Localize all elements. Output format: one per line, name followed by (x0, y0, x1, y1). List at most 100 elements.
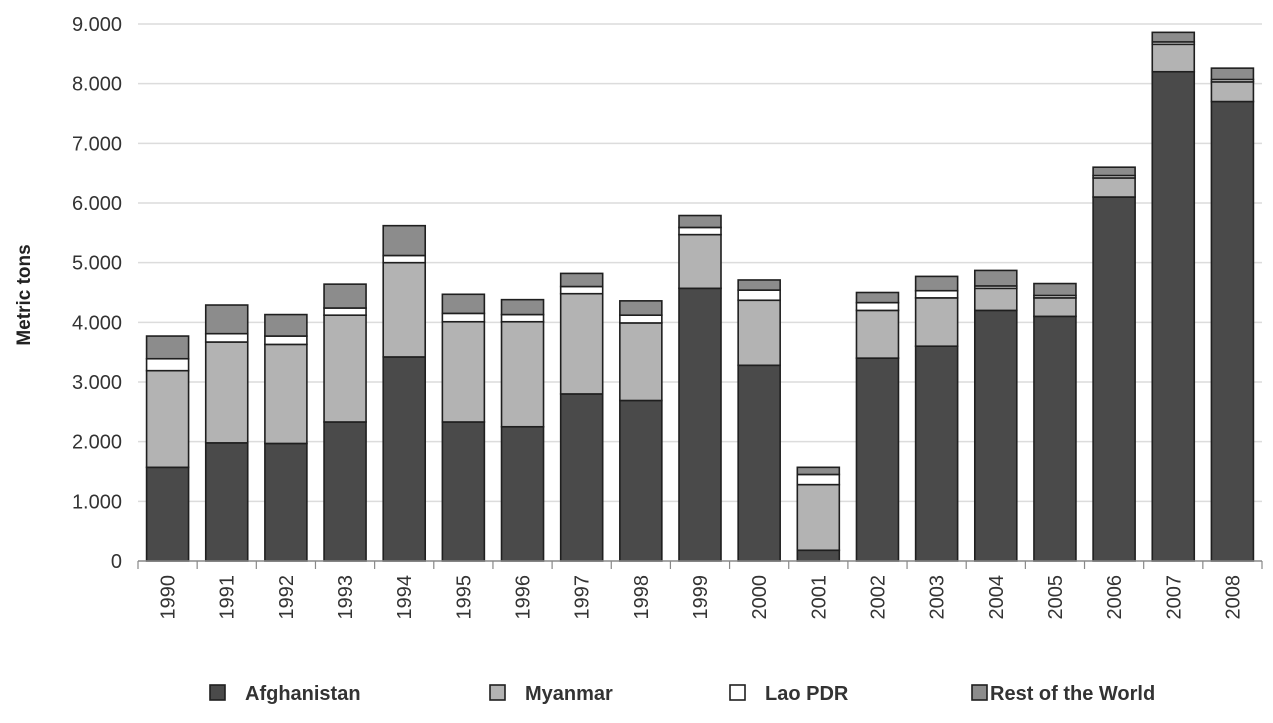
bar-segment-lao-pdr (145, 357, 190, 372)
bar-segment-afghanistan (619, 399, 663, 562)
bar-stack-1998 (619, 300, 663, 562)
bar-segment-rest-of-the-world (204, 304, 249, 335)
legend-swatch (489, 684, 506, 701)
bar-segment-rest-of-the-world (855, 291, 900, 304)
bar-stack-1997 (559, 272, 604, 562)
x-tick-label: 2002 (867, 575, 889, 620)
bar-stack-2005 (1033, 282, 1077, 562)
bar-segment-afghanistan (855, 357, 900, 562)
bar-stack-2008 (1210, 67, 1255, 562)
x-tick-label: 1991 (217, 575, 239, 620)
bar-segment-rest-of-the-world (737, 279, 781, 291)
bar-segment-afghanistan (737, 364, 781, 562)
bar-segment-myanmar (382, 261, 427, 358)
x-tick-label: 1997 (572, 575, 594, 620)
bar-segment-afghanistan (500, 425, 545, 562)
bar-segment-lao-pdr (500, 313, 545, 323)
legend-label: Lao PDR (765, 683, 849, 705)
bar-segment-lao-pdr (619, 314, 663, 324)
bar-stack-1991 (204, 304, 249, 562)
bar-stack-1995 (441, 293, 486, 562)
x-tick-label: 2005 (1045, 575, 1067, 620)
bars (145, 31, 1255, 562)
bar-segment-afghanistan (1092, 196, 1136, 562)
legend-swatch (209, 684, 226, 701)
x-tick-label: 1995 (453, 575, 475, 620)
y-tick-label: 7.000 (72, 133, 122, 155)
x-tick-label: 1990 (158, 575, 180, 620)
bar-segment-afghanistan (1210, 100, 1255, 562)
bar-stack-2004 (973, 269, 1018, 562)
x-tick-label: 1998 (631, 575, 653, 620)
legend-swatch (729, 684, 746, 701)
legend: Afghanistan Myanmar Lao PDR Rest of the Wor… (209, 683, 1155, 705)
bar-segment-rest-of-the-world (382, 224, 427, 257)
bar-segment-rest-of-the-world (559, 272, 604, 288)
legend-label: Myanmar (525, 683, 613, 705)
y-tick-label: 5.000 (72, 253, 122, 275)
bar-segment-afghanistan (1033, 315, 1077, 562)
x-tick-label: 1994 (394, 575, 416, 620)
bar-segment-afghanistan (382, 356, 427, 562)
bar-segment-rest-of-the-world (1033, 282, 1077, 297)
bar-segment-rest-of-the-world (145, 335, 190, 360)
bar-stack-2006 (1092, 166, 1136, 562)
y-axis-title: Metric tons (14, 244, 35, 345)
bar-segment-afghanistan (441, 421, 486, 562)
bar-segment-rest-of-the-world (1210, 67, 1255, 81)
bar-stack-2007 (1151, 31, 1196, 562)
bar-segment-myanmar (796, 483, 841, 552)
bar-segment-rest-of-the-world (264, 313, 308, 337)
bar-segment-myanmar (973, 287, 1018, 312)
y-axis-ticks: 0 1.000 2.000 3.000 4.000 5.000 6.000 7.000 8.00… (72, 14, 122, 573)
bar-segment-lao-pdr (382, 254, 427, 264)
bar-segment-myanmar (619, 322, 663, 402)
bar-segment-myanmar (204, 341, 249, 444)
bar-stack-2001 (796, 466, 841, 562)
bar-stack-1996 (500, 298, 545, 562)
y-tick-label: 1.000 (72, 491, 122, 513)
y-tick-label: 3.000 (72, 372, 122, 394)
bar-segment-myanmar (737, 299, 781, 367)
y-tick-label: 6.000 (72, 193, 122, 215)
bar-segment-rest-of-the-world (323, 283, 367, 309)
bar-segment-rest-of-the-world (678, 214, 722, 229)
bar-segment-afghanistan (1151, 70, 1196, 562)
legend-swatch (971, 684, 988, 701)
bar-stack-1990 (145, 335, 190, 562)
y-tick-label: 8.000 (72, 74, 122, 96)
bar-segment-myanmar (1092, 177, 1136, 198)
x-tick-label: 2001 (808, 575, 830, 620)
bar-segment-rest-of-the-world (914, 275, 959, 292)
y-tick-label: 9.000 (72, 14, 122, 36)
bar-segment-rest-of-the-world (1092, 166, 1136, 177)
bar-segment-afghanistan (145, 466, 190, 562)
x-tick-label: 2006 (1104, 575, 1126, 620)
bar-segment-afghanistan (796, 549, 841, 562)
bar-segment-myanmar (264, 343, 308, 445)
legend-label: Rest of the World (990, 683, 1155, 705)
bar-segment-myanmar (500, 320, 545, 428)
bar-segment-afghanistan (973, 309, 1018, 562)
bar-segment-myanmar (914, 297, 959, 347)
x-tick-label: 2000 (749, 575, 771, 620)
bar-segment-myanmar (1210, 81, 1255, 103)
bar-segment-rest-of-the-world (619, 300, 663, 316)
x-tick-label: 1992 (276, 575, 298, 620)
x-tick-label: 2003 (927, 575, 949, 620)
bar-segment-lao-pdr (855, 301, 900, 312)
legend-item: Lao PDR (729, 683, 849, 705)
y-tick-label: 0 (111, 551, 122, 573)
bar-stack-2000 (737, 279, 781, 562)
bar-segment-rest-of-the-world (1151, 31, 1196, 43)
legend-item: Afghanistan (209, 683, 361, 705)
y-tick-label: 2.000 (72, 432, 122, 454)
bar-segment-myanmar (441, 320, 486, 423)
bar-segment-afghanistan (204, 442, 249, 562)
bar-segment-lao-pdr (914, 289, 959, 299)
bar-stack-1993 (323, 283, 367, 562)
bar-segment-myanmar (855, 309, 900, 359)
bar-segment-myanmar (1151, 43, 1196, 73)
